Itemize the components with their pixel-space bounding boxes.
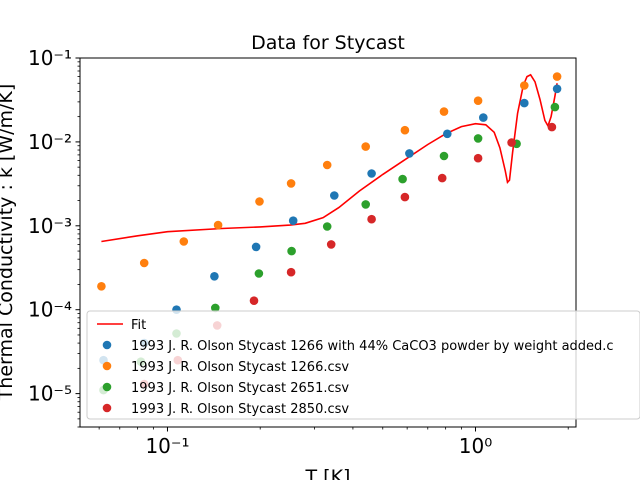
y-axis-label: Thermal Conductivity : k [W/m/K] — [0, 84, 17, 402]
data-point-series-3 — [254, 269, 264, 278]
legend-series-swatch — [102, 340, 112, 350]
legend-series-label: 1993 J. R. Olson Stycast 1266 with 44% C… — [131, 339, 614, 354]
fit-line — [101, 73, 558, 243]
data-point-series-2 — [97, 282, 106, 291]
data-point-series-4 — [286, 267, 296, 277]
data-point-series-1 — [288, 216, 298, 225]
data-point-series-1 — [405, 149, 414, 158]
x-tick-label: 10⁻¹ — [145, 434, 189, 458]
data-point-series-1 — [330, 191, 339, 200]
legend-box — [86, 310, 640, 420]
data-point-series-2 — [520, 81, 529, 90]
data-point-series-4 — [326, 240, 336, 249]
data-point-series-1 — [210, 272, 219, 281]
data-point-series-3 — [211, 303, 220, 313]
data-point-series-1 — [520, 98, 529, 108]
legend-series-swatch — [102, 403, 112, 413]
y-tick-label: 10⁻⁵ — [28, 382, 72, 406]
data-point-series-2 — [213, 220, 223, 230]
legend-series-swatch — [102, 361, 112, 371]
data-point-series-3 — [550, 102, 560, 112]
data-point-series-1 — [552, 84, 562, 94]
legend-series-swatch — [102, 382, 112, 392]
data-point-series-2 — [439, 107, 449, 116]
data-point-series-2 — [179, 237, 189, 246]
chart-title: Data for Stycast — [251, 32, 405, 54]
data-point-series-1 — [367, 169, 376, 178]
data-point-series-3 — [398, 174, 407, 184]
data-point-series-3 — [287, 246, 296, 256]
y-tick-label: 10⁻⁴ — [28, 298, 72, 322]
data-point-series-3 — [361, 200, 371, 209]
data-point-series-2 — [255, 197, 264, 206]
data-point-series-4 — [473, 153, 483, 163]
data-point-series-4 — [249, 296, 259, 306]
y-tick-label: 10⁻¹ — [28, 46, 72, 70]
plot-frame — [79, 57, 577, 428]
data-point-series-1 — [479, 113, 488, 122]
data-point-series-4 — [367, 214, 376, 224]
data-point-series-1 — [251, 242, 261, 252]
data-point-series-4 — [437, 173, 447, 183]
legend-series-label: 1993 J. R. Olson Stycast 1266.csv — [131, 360, 349, 375]
legend-series-label: 1993 J. R. Olson Stycast 2850.csv — [131, 402, 349, 417]
data-point-series-3 — [439, 151, 449, 161]
data-point-series-4 — [507, 138, 516, 147]
data-point-series-2 — [473, 96, 483, 105]
legend-fit-label: Fit — [131, 318, 146, 333]
legend-series-label: 1993 J. R. Olson Stycast 2651.csv — [131, 381, 349, 396]
data-point-series-4 — [400, 192, 410, 202]
data-point-series-2 — [139, 258, 149, 268]
data-point-series-2 — [361, 142, 371, 151]
axis-ticks: 10⁻¹ 10⁰ 10⁻⁵ 10⁻⁴ 10⁻³ 10⁻² 10⁻¹ — [28, 46, 569, 458]
x-axis-label: T [K] — [305, 466, 351, 480]
data-point-series-2 — [400, 125, 410, 135]
data-point-series-2 — [552, 72, 562, 81]
data-point-series-4 — [547, 122, 557, 132]
data-point-series-2 — [286, 179, 296, 188]
y-tick-label: 10⁻² — [28, 130, 72, 154]
data-point-series-3 — [322, 222, 332, 231]
data-point-series-1 — [443, 129, 452, 139]
data-point-series-2 — [322, 160, 332, 170]
data-point-series-3 — [473, 134, 483, 143]
y-tick-label: 10⁻³ — [28, 214, 72, 238]
legend: Fit 1993 J. R. Olson Stycast 1266 with 44… — [86, 310, 640, 420]
x-tick-label: 10⁰ — [459, 434, 492, 458]
